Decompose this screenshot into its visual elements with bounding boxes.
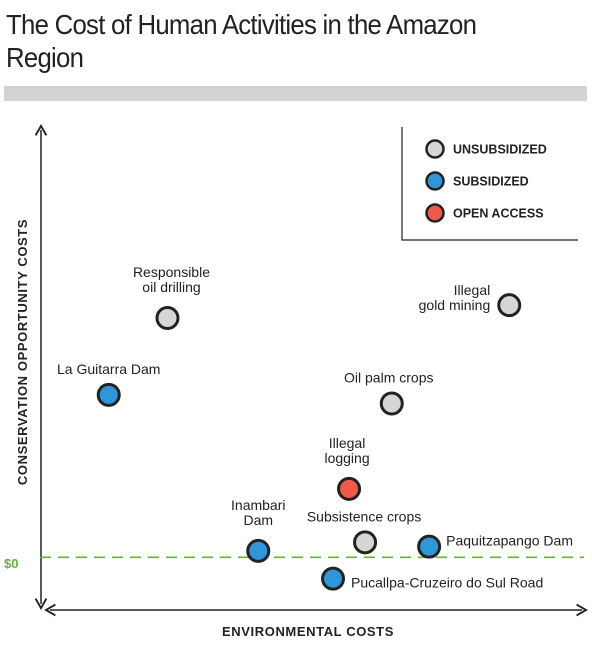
point-label-illegal-logging: logging	[324, 450, 369, 466]
point-subsistence-crops	[353, 530, 378, 555]
legend-label-subsidized: SUBSIDIZED	[453, 175, 529, 189]
point-label-illegal-gold-mining: gold mining	[419, 297, 491, 313]
legend: UNSUBSIDIZED SUBSIDIZED OPEN ACCESS	[425, 139, 547, 223]
legend-label-open: OPEN ACCESS	[453, 207, 544, 221]
point-label-inambari-dam: Dam	[243, 512, 273, 528]
y-axis-label: CONSERVATION OPPORTUNITY COSTS	[15, 219, 30, 485]
point-label-pucallpa-cruzeiro-do-sul-road: Pucallpa-Cruzeiro do Sul Road	[351, 575, 543, 591]
point-paquitzapango-dam	[417, 534, 442, 559]
legend-label-unsubsidized: UNSUBSIDIZED	[453, 143, 547, 157]
point-label-responsible-oil-drilling: Responsible	[133, 264, 210, 280]
point-illegal-gold-mining	[497, 293, 522, 318]
point-label-la-guitarra-dam: La Guitarra Dam	[57, 361, 160, 377]
legend-marker-open	[425, 203, 445, 223]
legend-marker-subsidized	[425, 171, 445, 191]
point-label-oil-palm-crops: Oil palm crops	[344, 369, 433, 385]
point-label-paquitzapango-dam: Paquitzapango Dam	[446, 533, 573, 549]
point-label-subsistence-crops: Subsistence crops	[307, 508, 421, 524]
legend-marker-unsubsidized	[425, 139, 445, 159]
point-label-responsible-oil-drilling: oil drilling	[142, 279, 200, 295]
zero-reference-label: $0	[4, 556, 18, 571]
point-inambari-dam	[246, 538, 271, 563]
point-label-illegal-gold-mining: Illegal	[454, 282, 491, 298]
point-pucallpa-cruzeiro-do-sul-road	[321, 566, 346, 591]
point-label-illegal-logging: Illegal	[329, 435, 366, 451]
point-label-inambari-dam: Inambari	[231, 497, 285, 513]
legend-frame	[401, 127, 578, 241]
title-underline-bar	[4, 86, 587, 101]
point-oil-palm-crops	[379, 391, 404, 416]
x-axis-label: ENVIRONMENTAL COSTS	[222, 624, 394, 639]
point-la-guitarra-dam	[96, 382, 121, 407]
point-illegal-logging	[337, 476, 362, 501]
chart-title: The Cost of Human Activities in the Amaz…	[6, 9, 477, 73]
point-responsible-oil-drilling	[155, 306, 180, 330]
